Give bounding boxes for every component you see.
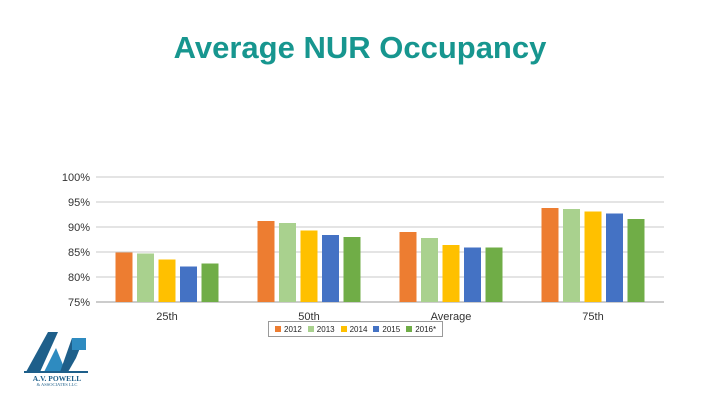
legend-label: 2016*	[415, 324, 437, 334]
legend-item: 2013	[307, 324, 335, 334]
x-category-label: 75th	[582, 311, 603, 323]
bar-layer	[115, 208, 645, 302]
legend-label: 2014	[349, 324, 368, 334]
y-tick-label: 100%	[62, 172, 90, 184]
bar-average-2016	[485, 247, 503, 302]
chart-legend: 2012 2013 2014 2015 2016*	[268, 321, 444, 337]
logo-name: A.V. POWELL	[32, 374, 82, 383]
slide-title: Average NUR Occupancy	[173, 30, 547, 65]
legend-swatch	[373, 326, 380, 332]
y-tick-label: 90%	[68, 222, 90, 234]
x-category-label: 50th	[298, 311, 319, 323]
label-layer: 75% 80% 85% 90% 95% 100% 25th 50th Average 75th	[62, 172, 604, 323]
avp-logo-icon	[24, 332, 88, 373]
bar-75th-2014	[584, 211, 602, 302]
y-tick-label: 80%	[68, 272, 90, 284]
legend-swatch	[340, 326, 347, 332]
bar-average-2015	[464, 247, 481, 302]
bar-average-2014	[442, 245, 460, 302]
bar-25th-2012	[115, 252, 133, 302]
bar-25th-2014	[158, 259, 176, 302]
legend-item: 2016*	[406, 325, 436, 334]
bar-50th-2012	[257, 221, 275, 302]
bar-chart: 75% 80% 85% 90% 95% 100% 25th 50th Average 75th	[62, 172, 664, 323]
bar-50th-2015	[322, 235, 339, 302]
logo-subtitle: & ASSOCIATES LLC	[36, 382, 78, 387]
y-tick-label: 75%	[68, 297, 90, 309]
legend-item: 2012	[275, 325, 302, 334]
bar-25th-2015	[180, 266, 197, 302]
bar-50th-2014	[300, 230, 318, 302]
legend-swatch	[406, 326, 413, 332]
bar-75th-2013	[563, 209, 580, 302]
y-tick-label: 85%	[68, 247, 90, 259]
bar-25th-2016	[201, 263, 219, 302]
x-category-label: Average	[431, 311, 472, 323]
bar-50th-2016	[343, 237, 361, 302]
y-tick-label: 95%	[68, 197, 90, 209]
bar-75th-2016	[627, 219, 645, 302]
bar-average-2012	[399, 232, 417, 302]
bar-75th-2012	[541, 208, 559, 302]
legend-label: 2015	[382, 324, 401, 334]
company-logo: A.V. POWELL & ASSOCIATES LLC	[22, 328, 92, 390]
x-category-label: 25th	[156, 311, 177, 323]
bar-average-2013	[421, 238, 438, 302]
bar-75th-2015	[606, 213, 623, 302]
bar-25th-2013	[137, 253, 154, 302]
legend-swatch	[275, 326, 281, 332]
bar-50th-2013	[279, 223, 296, 302]
legend-swatch	[307, 326, 314, 332]
legend-item: 2015	[373, 325, 400, 334]
legend-label: 2013	[316, 324, 335, 334]
legend-label: 2012	[284, 324, 302, 334]
legend-item: 2014	[340, 324, 368, 334]
